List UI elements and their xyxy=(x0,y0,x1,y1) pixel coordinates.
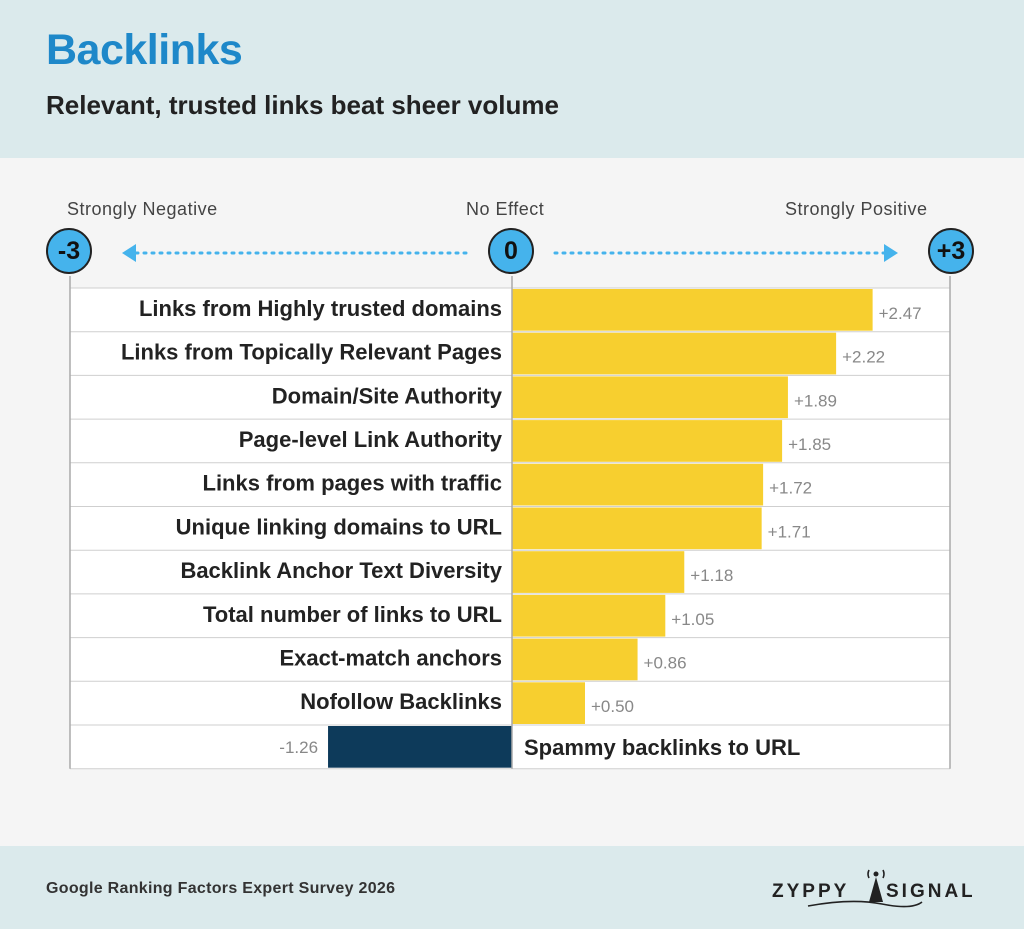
category-label: Spammy backlinks to URL xyxy=(524,735,800,760)
data-label: +1.71 xyxy=(768,522,811,541)
logo-text-left: ZYPPY xyxy=(772,881,849,902)
bar xyxy=(512,289,873,331)
bar xyxy=(512,551,685,593)
bar-chart: +2.47 Links from Highly trusted domains +2… xyxy=(69,244,951,770)
category-label: Links from Highly trusted domains xyxy=(139,296,502,321)
scale-min-badge: -3 xyxy=(46,228,92,274)
data-label: +2.22 xyxy=(842,348,885,367)
right-arrowhead xyxy=(884,244,898,262)
page-subtitle: Relevant, trusted links beat sheer volum… xyxy=(46,90,559,120)
data-label: +1.18 xyxy=(690,566,733,585)
scale-max-badge: +3 xyxy=(928,228,974,274)
source-note: Google Ranking Factors Expert Survey 202… xyxy=(46,880,396,897)
category-label: Backlink Anchor Text Diversity xyxy=(180,558,502,583)
data-label: +2.47 xyxy=(879,304,922,323)
category-label: Unique linking domains to URL xyxy=(176,514,502,539)
bar xyxy=(512,420,783,462)
bar xyxy=(512,332,837,375)
bar xyxy=(512,463,764,506)
data-label: +0.86 xyxy=(644,653,687,672)
bar xyxy=(512,376,788,419)
scale-zero-badge: 0 xyxy=(488,228,534,274)
bar xyxy=(512,507,762,550)
category-label: Page-level Link Authority xyxy=(239,427,503,452)
data-label: +1.89 xyxy=(794,391,837,410)
logo-wave xyxy=(807,900,923,908)
data-label: +1.85 xyxy=(788,435,831,454)
footer-band: Google Ranking Factors Expert Survey 202… xyxy=(0,846,1024,929)
bar xyxy=(512,638,638,681)
bar xyxy=(512,594,666,637)
left-arrowhead xyxy=(122,244,136,262)
scale-center-label: No Effect xyxy=(466,199,545,219)
category-label: Domain/Site Authority xyxy=(272,383,503,408)
logo-text-right: SIGNAL xyxy=(886,881,972,902)
data-label: -1.26 xyxy=(279,738,318,757)
scale-left-label: Strongly Negative xyxy=(67,199,218,219)
signal-tower-icon xyxy=(867,869,885,902)
scale-right-label: Strongly Positive xyxy=(785,199,928,219)
bar xyxy=(512,682,585,724)
zyppy-signal-logo: ZYPPY SIGNAL xyxy=(772,869,972,908)
category-label: Links from Topically Relevant Pages xyxy=(121,340,502,365)
category-label: Total number of links to URL xyxy=(203,602,502,627)
data-label: +0.50 xyxy=(591,697,634,716)
data-label: +1.05 xyxy=(671,610,714,629)
page-title: Backlinks xyxy=(46,26,243,74)
category-label: Exact-match anchors xyxy=(279,645,502,670)
header-band: Backlinks Relevant, trusted links beat s… xyxy=(0,0,1024,158)
category-label: Nofollow Backlinks xyxy=(300,689,502,714)
data-label: +1.72 xyxy=(769,479,812,498)
category-label: Links from pages with traffic xyxy=(203,471,503,496)
bar xyxy=(328,726,512,768)
bars-layer: +2.47 Links from Highly trusted domains +2… xyxy=(69,276,951,770)
